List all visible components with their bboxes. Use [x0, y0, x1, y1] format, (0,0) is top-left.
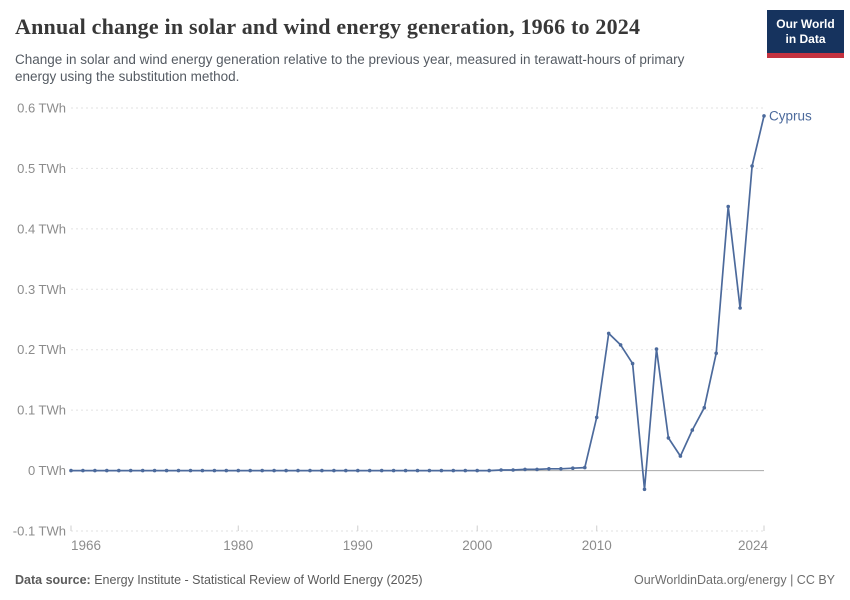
- data-point[interactable]: [475, 468, 480, 473]
- series-line[interactable]: [70, 115, 765, 491]
- data-point[interactable]: [690, 428, 695, 432]
- data-point[interactable]: [571, 466, 575, 471]
- data-point[interactable]: [618, 343, 623, 347]
- y-axis-tick-label: 0.3 TWh: [17, 282, 66, 297]
- owid-logo-line2: in Data: [785, 32, 826, 46]
- data-point[interactable]: [499, 468, 503, 472]
- data-point[interactable]: [188, 468, 193, 473]
- owid-logo: Our World in Data: [767, 10, 844, 58]
- data-point[interactable]: [81, 468, 85, 473]
- y-axis-tick-label: 0 TWh: [28, 463, 66, 478]
- data-point[interactable]: [332, 468, 336, 473]
- data-point[interactable]: [678, 454, 683, 458]
- data-point[interactable]: [367, 468, 372, 473]
- data-point[interactable]: [152, 468, 157, 473]
- series-end-label[interactable]: Cyprus: [769, 108, 812, 123]
- data-point[interactable]: [762, 114, 766, 118]
- x-axis-tick-label: 1966: [71, 538, 101, 553]
- data-point[interactable]: [260, 468, 265, 473]
- data-point[interactable]: [594, 415, 599, 420]
- data-point[interactable]: [379, 468, 384, 473]
- data-point[interactable]: [200, 468, 205, 473]
- data-point[interactable]: [451, 468, 456, 473]
- data-point[interactable]: [415, 468, 420, 473]
- data-point[interactable]: [702, 405, 707, 410]
- data-point[interactable]: [344, 468, 348, 473]
- data-point[interactable]: [128, 468, 133, 473]
- data-point[interactable]: [738, 306, 742, 310]
- x-axis-tick-label: 2000: [462, 538, 492, 553]
- data-point[interactable]: [523, 467, 527, 472]
- data-point[interactable]: [547, 467, 551, 471]
- data-point[interactable]: [224, 468, 229, 473]
- data-point[interactable]: [714, 351, 718, 356]
- owid-logo-box: Our World in Data: [767, 10, 844, 53]
- data-point[interactable]: [93, 468, 97, 473]
- data-point[interactable]: [164, 468, 169, 473]
- data-point[interactable]: [606, 331, 611, 336]
- data-point[interactable]: [212, 468, 217, 473]
- data-point[interactable]: [750, 164, 754, 168]
- data-point[interactable]: [427, 468, 432, 473]
- chart-footer: Data source: Energy Institute - Statisti…: [15, 573, 835, 587]
- data-point[interactable]: [105, 468, 109, 473]
- y-axis-tick-label: 0.6 TWh: [17, 101, 66, 116]
- owid-logo-line1: Our World: [776, 17, 835, 31]
- y-axis-tick-label: 0.4 TWh: [17, 221, 66, 236]
- chart-subtitle: Change in solar and wind energy generati…: [15, 52, 685, 84]
- x-axis-tick-label: 2010: [582, 538, 612, 553]
- data-point[interactable]: [487, 468, 492, 473]
- data-point[interactable]: [117, 468, 121, 473]
- y-axis-tick-label: -0.1 TWh: [13, 524, 66, 539]
- y-axis-tick-label: 0.2 TWh: [17, 342, 66, 357]
- data-point[interactable]: [583, 465, 587, 470]
- data-point[interactable]: [654, 347, 659, 351]
- data-point[interactable]: [236, 468, 241, 473]
- data-point[interactable]: [320, 468, 324, 473]
- data-point[interactable]: [642, 487, 647, 492]
- data-point[interactable]: [630, 361, 635, 366]
- data-source-text: Energy Institute - Statistical Review of…: [90, 573, 423, 587]
- data-point[interactable]: [403, 468, 408, 473]
- data-point[interactable]: [535, 467, 539, 472]
- data-point[interactable]: [666, 436, 671, 440]
- x-axis-tick-label: 2024: [738, 538, 769, 553]
- y-axis-tick-label: 0.1 TWh: [17, 403, 66, 418]
- data-point[interactable]: [284, 468, 288, 473]
- data-point[interactable]: [176, 468, 181, 473]
- data-point[interactable]: [308, 468, 312, 473]
- data-point[interactable]: [248, 468, 252, 473]
- data-source-note: Data source: Energy Institute - Statisti…: [15, 573, 423, 587]
- data-point[interactable]: [296, 468, 300, 473]
- x-axis-tick-label: 1980: [223, 538, 253, 553]
- data-point[interactable]: [391, 468, 396, 473]
- data-point[interactable]: [463, 468, 468, 473]
- data-point[interactable]: [726, 204, 730, 209]
- data-point[interactable]: [511, 468, 515, 472]
- owid-logo-red-bar: [767, 53, 844, 58]
- chart-title: Annual change in solar and wind energy g…: [15, 14, 641, 39]
- data-point[interactable]: [140, 468, 145, 473]
- data-point[interactable]: [439, 468, 444, 473]
- data-point[interactable]: [559, 467, 563, 471]
- data-point[interactable]: [272, 468, 276, 473]
- data-source-label: Data source:: [15, 573, 91, 587]
- owid-credit-link[interactable]: OurWorldinData.org/energy | CC BY: [633, 573, 835, 587]
- data-point[interactable]: [69, 468, 73, 473]
- data-point[interactable]: [356, 468, 360, 473]
- x-axis-tick-label: 1990: [343, 538, 373, 553]
- y-axis-tick-label: 0.5 TWh: [17, 161, 66, 176]
